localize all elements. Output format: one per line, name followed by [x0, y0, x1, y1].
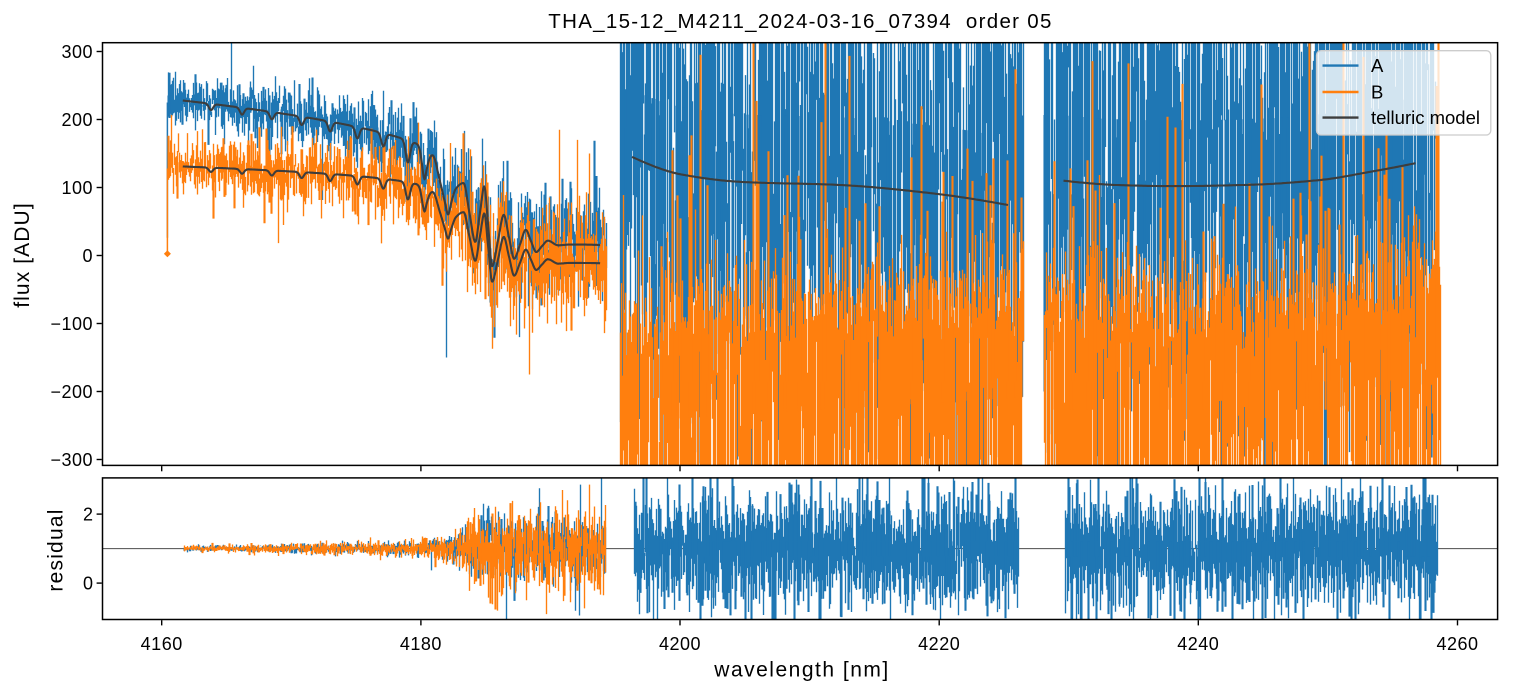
- svg-text:300: 300: [61, 42, 93, 62]
- svg-text:−300: −300: [50, 450, 93, 470]
- svg-text:4160: 4160: [141, 634, 183, 654]
- svg-text:flux [ADU]: flux [ADU]: [11, 202, 34, 308]
- svg-text:−200: −200: [50, 382, 93, 402]
- svg-text:2: 2: [83, 505, 93, 525]
- svg-text:4220: 4220: [918, 634, 960, 654]
- svg-text:residual: residual: [45, 508, 68, 591]
- svg-text:4180: 4180: [400, 634, 442, 654]
- svg-text:4260: 4260: [1436, 634, 1478, 654]
- svg-text:0: 0: [82, 246, 93, 266]
- svg-text:200: 200: [61, 110, 93, 130]
- svg-text:A: A: [1371, 55, 1384, 76]
- svg-text:4240: 4240: [1177, 634, 1219, 654]
- svg-text:100: 100: [61, 178, 93, 198]
- svg-text:wavelength [nm]: wavelength [nm]: [713, 659, 889, 682]
- svg-text:4200: 4200: [659, 634, 701, 654]
- svg-text:B: B: [1371, 82, 1383, 103]
- svg-text:−100: −100: [50, 314, 93, 334]
- svg-text:telluric model: telluric model: [1371, 107, 1480, 128]
- svg-text:0: 0: [83, 574, 93, 594]
- svg-text:THA_15-12_M4211_2024-03-16_073: THA_15-12_M4211_2024-03-16_07394 order 0…: [548, 10, 1052, 33]
